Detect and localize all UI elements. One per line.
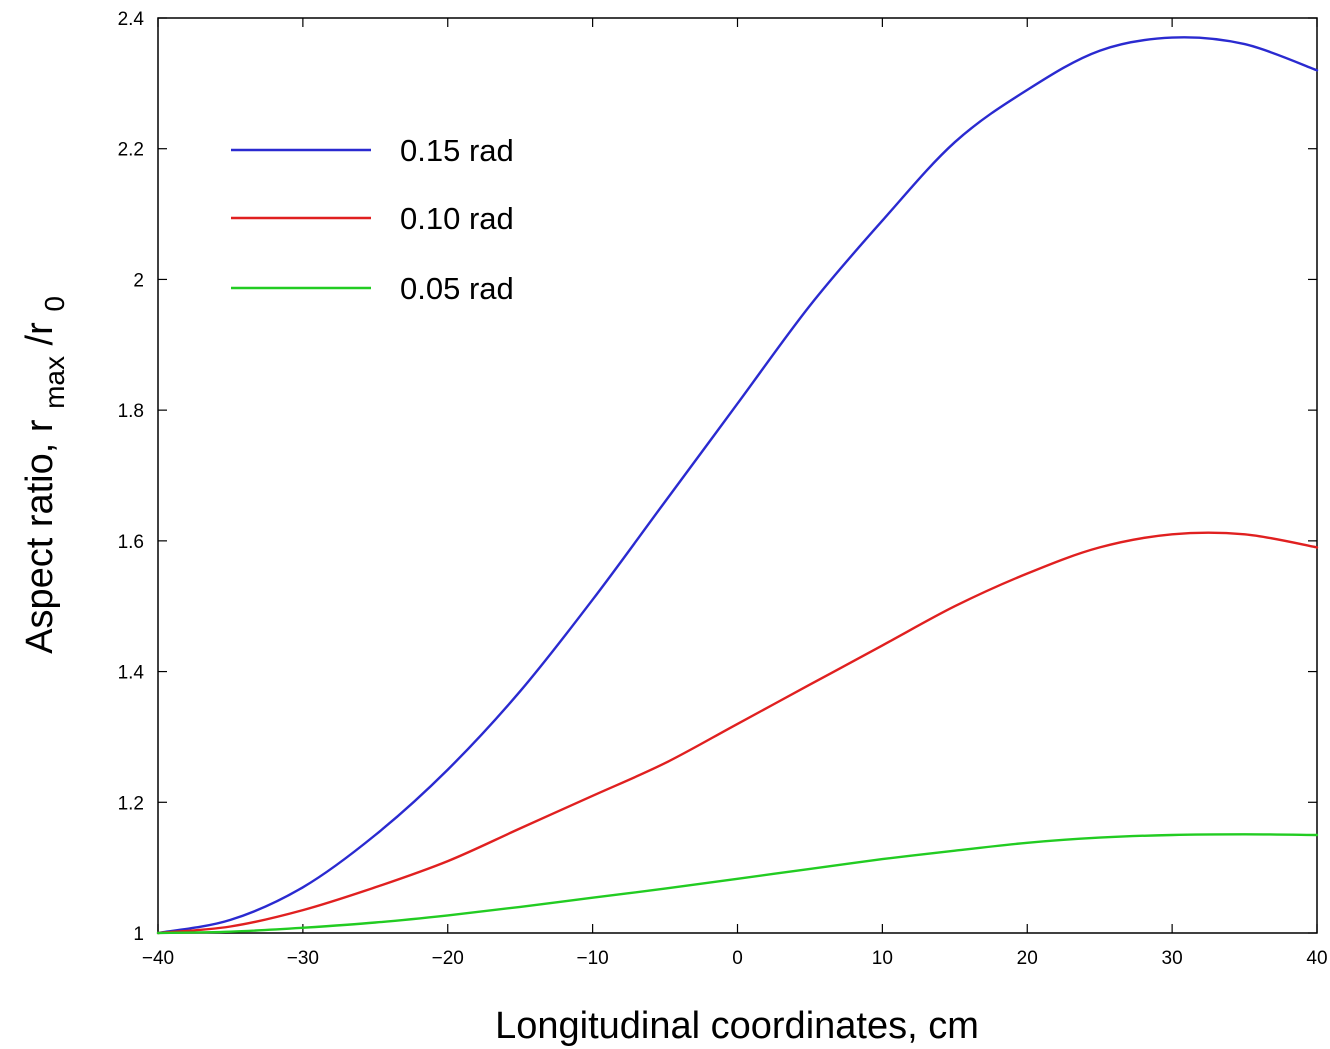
x-tick-label: 20 bbox=[1017, 948, 1038, 969]
x-axis-title: Longitudinal coordinates, cm bbox=[495, 1005, 979, 1047]
x-tick-label: 30 bbox=[1162, 948, 1183, 969]
y-tick-label: 1.6 bbox=[118, 532, 144, 553]
x-tick-label: 40 bbox=[1306, 948, 1327, 969]
legend-label: 0.05 rad bbox=[400, 271, 514, 306]
series-line-2 bbox=[156, 833, 1319, 935]
y-axis-title-prefix: Aspect ratio, r bbox=[19, 419, 61, 654]
y-tick-labels: 1 1.2 1.4 1.6 1.8 2 2.2 2.4 bbox=[118, 9, 145, 945]
series-lines bbox=[156, 36, 1319, 935]
y-tick-label: 2 bbox=[133, 270, 144, 291]
x-tick-label: −10 bbox=[577, 948, 609, 969]
y-axis-title-mid: /r bbox=[19, 322, 61, 346]
legend-label: 0.15 rad bbox=[400, 133, 514, 168]
legend-label: 0.10 rad bbox=[400, 201, 514, 236]
x-tick-label: −30 bbox=[287, 948, 319, 969]
axis-ticks bbox=[157, 17, 1318, 934]
y-tick-label: 1.2 bbox=[118, 793, 144, 814]
y-tick-label: 2.2 bbox=[118, 140, 144, 161]
y-tick-label: 1 bbox=[133, 924, 144, 945]
y-tick-label: 1.4 bbox=[118, 663, 145, 684]
legend: 0.15 rad 0.10 rad 0.05 rad bbox=[231, 133, 514, 306]
y-tick-label: 2.4 bbox=[118, 9, 145, 30]
x-tick-labels: −40 −30 −20 −10 0 10 20 30 40 bbox=[142, 948, 1328, 969]
y-axis-title-sub2: 0 bbox=[39, 296, 70, 312]
plot-frame bbox=[157, 17, 1318, 934]
series-line-0 bbox=[156, 36, 1319, 935]
y-axis-title: Aspect ratio, r max /r 0 bbox=[19, 296, 73, 654]
x-tick-label: −40 bbox=[142, 948, 174, 969]
x-tick-label: 0 bbox=[732, 948, 743, 969]
x-tick-label: 10 bbox=[872, 948, 893, 969]
series-line-1 bbox=[156, 531, 1319, 935]
y-tick-label: 1.8 bbox=[118, 401, 144, 422]
y-axis-title-sub1: max bbox=[39, 356, 70, 409]
x-tick-label: −20 bbox=[432, 948, 464, 969]
